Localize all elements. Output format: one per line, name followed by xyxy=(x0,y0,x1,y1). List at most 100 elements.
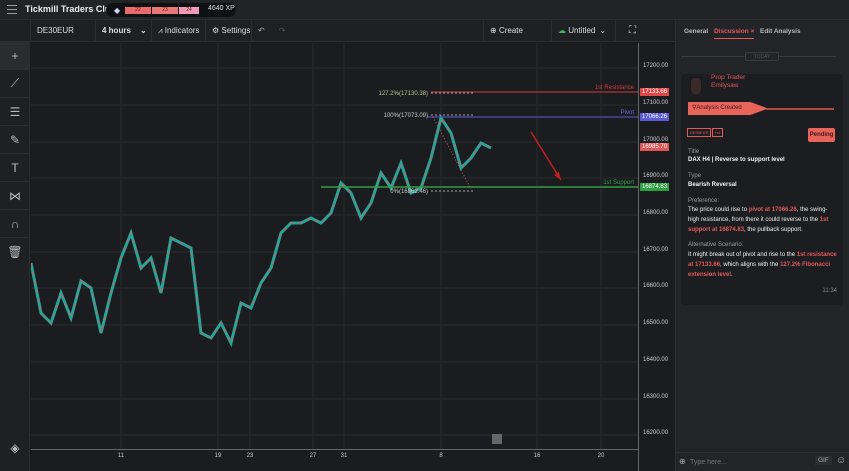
analysis-title: DAX H4 | Reverse to support level xyxy=(688,157,785,163)
message-input[interactable] xyxy=(690,456,810,468)
price-label: 17200.00 xyxy=(643,63,669,69)
chart-canvas: 1st Resistance Pivot 1st Support 127.2%(… xyxy=(29,43,638,449)
price-label: 16800.00 xyxy=(643,210,669,216)
price-label: 16700.00 xyxy=(643,247,669,253)
analysis-card: Prop Trader Emilysaw ⚲Analysis Created D… xyxy=(681,74,843,305)
replay-icon[interactable] xyxy=(492,434,502,444)
message-composer: ⊕ GIF ☺ xyxy=(676,452,849,471)
add-attachment-icon[interactable]: ⊕ xyxy=(679,457,686,466)
time-label: 31 xyxy=(340,453,348,459)
xp-level: 22 xyxy=(125,7,151,14)
preference-text: The price could rise to pivot at 17066.2… xyxy=(688,207,829,233)
gear-icon: ⚙ xyxy=(212,26,222,35)
price-label: 16900.00 xyxy=(643,173,669,179)
price-label: 16300.00 xyxy=(643,394,669,400)
author-role: Prop Trader xyxy=(711,74,746,81)
price-label: 16400.00 xyxy=(643,357,669,363)
support-label: 1st Support xyxy=(603,180,634,186)
emoji-icon[interactable]: ☺ xyxy=(836,455,847,466)
price-label: 17000.00 xyxy=(643,137,669,143)
tab-general[interactable]: General xyxy=(684,28,709,35)
time-label: 20 xyxy=(597,453,605,459)
divider xyxy=(766,108,834,110)
create-analysis-button[interactable]: ⊕ Create Analysis xyxy=(483,20,551,57)
settings-button[interactable]: ⚙ Settings xyxy=(205,20,252,42)
price-label: 16200.00 xyxy=(643,430,669,436)
trash-icon[interactable]: 🗑 xyxy=(7,245,23,259)
chart-toolbar: DE30EUR 4 hours ⌄ ⩘ Indicators ⚙ Settings… xyxy=(0,20,675,57)
support-price-tag: 16874.83 xyxy=(640,183,670,191)
fullscreen-button[interactable]: ⛶ xyxy=(615,20,653,42)
fib-0-label: 0%(16862.46) xyxy=(390,189,428,195)
text-icon[interactable]: T xyxy=(0,154,30,182)
pattern-icon[interactable]: ⋈ xyxy=(0,182,30,210)
timeframe-tag: H4 xyxy=(712,128,724,137)
preference-label: Preference: xyxy=(688,198,720,204)
layers-icon[interactable]: ◈ xyxy=(10,441,20,455)
price-axis[interactable]: 17200.00 17100.00 17000.00 16900.00 1680… xyxy=(638,43,674,471)
pin-icon: ⚲ xyxy=(692,105,697,111)
redo-icon[interactable]: ↷ xyxy=(278,26,286,35)
alt-scenario-label: Alternative Scenario: xyxy=(688,242,744,248)
time-label: 19 xyxy=(214,453,222,459)
price-label: 16600.00 xyxy=(643,283,669,289)
indicators-icon: ⩘ xyxy=(158,26,165,35)
symbol-tag: DE30EUR xyxy=(687,128,712,137)
price-chart[interactable]: 1st Resistance Pivot 1st Support 127.2%(… xyxy=(29,43,638,449)
interval-selector[interactable]: 4 hours ⌄ xyxy=(95,20,151,42)
price-label: 16500.00 xyxy=(643,320,669,326)
pivot-price-tag: 17066.26 xyxy=(640,113,670,121)
magnet-icon[interactable]: ∩ xyxy=(0,210,30,238)
tab-label: Discussion xyxy=(714,28,749,35)
menu-icon[interactable] xyxy=(7,5,17,14)
fullscreen-icon: ⛶ xyxy=(629,25,636,36)
last-price-tag: 16985.70 xyxy=(640,143,670,151)
brush-icon[interactable]: ✎ xyxy=(0,126,30,154)
layout-selector[interactable]: ☁ Untitled ⌄ xyxy=(551,20,615,42)
time-label: 8 xyxy=(439,453,443,459)
app-title: Tickmill Traders Club xyxy=(25,4,116,14)
date-separator: TODAY xyxy=(745,52,779,61)
layout-name: Untitled xyxy=(568,26,596,35)
tab-discussion[interactable]: Discussion × xyxy=(714,28,755,39)
pivot-label: Pivot xyxy=(621,110,635,116)
xp-progress: ◆ 22 23 24 4640 XP xyxy=(106,3,236,17)
interval-label: 4 hours xyxy=(102,26,131,35)
time-axis[interactable]: 11 19 23 27 31 8 16 20 xyxy=(31,449,638,471)
settings-label: Settings xyxy=(221,26,251,35)
time-label: 23 xyxy=(246,453,254,459)
resistance-price-tag: 17133.66 xyxy=(640,88,670,96)
alt-scenario-text: It might break out of pivot and rise to … xyxy=(688,252,837,278)
gif-button[interactable]: GIF xyxy=(815,456,832,465)
cloud-check-icon: ☁ xyxy=(558,26,569,35)
time-label: 16 xyxy=(533,453,541,459)
status-badge: Pending xyxy=(808,128,835,142)
chevron-down-icon: ⌄ xyxy=(140,26,147,35)
author-name[interactable]: Emilysaw xyxy=(711,82,739,89)
undo-icon[interactable]: ↶ xyxy=(258,26,265,35)
event-banner: ⚲Analysis Created xyxy=(688,102,768,115)
event-label: Analysis Created xyxy=(696,105,742,111)
top-bar: Tickmill Traders Club ◆ 22 23 24 4640 XP xyxy=(0,0,849,20)
time-label: 27 xyxy=(309,453,317,459)
symbol-selector[interactable]: DE30EUR xyxy=(30,20,96,42)
chevron-down-icon: ⌄ xyxy=(599,26,607,35)
fib-127-label: 127.2%(17130.38) xyxy=(379,91,428,97)
analysis-panel: General Discussion × Edit Analysis TODAY… xyxy=(675,20,849,471)
tab-edit-analysis[interactable]: Edit Analysis xyxy=(760,28,801,35)
xp-value: 4640 XP xyxy=(208,5,235,12)
close-icon[interactable]: × xyxy=(750,28,755,35)
time-label: 11 xyxy=(117,453,125,459)
fib-levels-icon[interactable]: ☰ xyxy=(0,98,30,126)
trend-line-icon[interactable]: ⟋ xyxy=(0,70,30,98)
resistance-label: 1st Resistance xyxy=(595,85,635,91)
fib-100-label: 100%(17073.09) xyxy=(384,113,428,119)
message-time: 11:34 xyxy=(822,288,837,294)
plus-circle-icon: ⊕ xyxy=(490,26,499,35)
avatar[interactable] xyxy=(691,78,701,94)
crosshair-icon[interactable]: + xyxy=(0,42,30,70)
indicators-button[interactable]: ⩘ Indicators xyxy=(151,20,206,42)
title-label: Title xyxy=(688,149,700,155)
xp-level: 23 xyxy=(152,7,178,14)
analysis-type: Bearish Reversal xyxy=(688,182,737,188)
